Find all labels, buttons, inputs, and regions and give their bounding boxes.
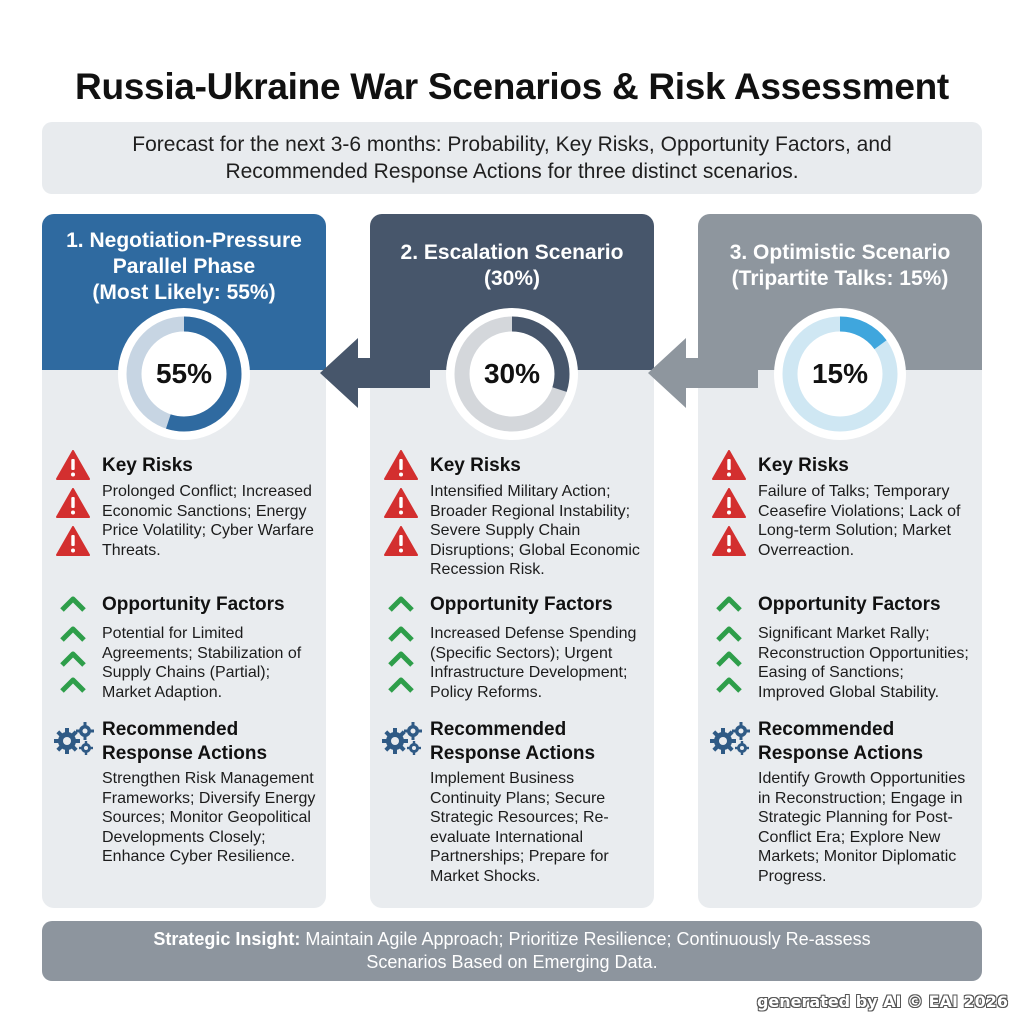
subtitle-box: Forecast for the next 3-6 months: Probab… bbox=[42, 122, 982, 194]
chevron-up-icon bbox=[388, 651, 414, 667]
insight-text: Maintain Agile Approach; Prioritize Resi… bbox=[300, 929, 871, 972]
arrow-left-icon bbox=[320, 338, 430, 408]
actions-heading-line1: Recommended bbox=[430, 719, 567, 740]
warning-icon bbox=[56, 450, 90, 480]
gears-icon bbox=[54, 722, 94, 755]
chevron-up-icon bbox=[388, 677, 414, 693]
warning-icon bbox=[712, 526, 746, 556]
opportunity-heading: Opportunity Factors bbox=[102, 594, 285, 615]
strategic-insight-box: Strategic Insight: Maintain Agile Approa… bbox=[42, 921, 982, 981]
probability-label: 30% bbox=[483, 358, 541, 389]
donut-graphic bbox=[446, 308, 578, 440]
gears-icon bbox=[382, 722, 422, 755]
donut-graphic bbox=[118, 308, 250, 440]
probability-label: 15% bbox=[811, 358, 869, 389]
arrow-left-icon bbox=[648, 338, 758, 408]
gears-icon bbox=[710, 722, 750, 755]
probability-donut-2: 30% bbox=[445, 307, 579, 441]
actions-heading-line1: Recommended bbox=[102, 719, 239, 740]
scenario-header-3: 3. Optimistic Scenario (Tripartite Talks… bbox=[698, 214, 982, 370]
opportunities-text: Significant Market Rally; Reconstruction… bbox=[758, 625, 969, 701]
scenario-column-2: 2. Escalation Scenario (30%) Key Risks I… bbox=[370, 214, 654, 908]
actions-text: Strengthen Risk Management Frameworks; D… bbox=[102, 770, 316, 865]
chevron-up-icon bbox=[60, 651, 86, 667]
opportunities-text: Potential for Limited Agreements; Stabil… bbox=[102, 625, 302, 701]
actions-heading-line2: Response Actions bbox=[102, 743, 268, 764]
warning-icon bbox=[384, 450, 418, 480]
chevron-up-icon bbox=[716, 596, 742, 612]
chevron-up-icon bbox=[388, 626, 414, 642]
probability-donut-3: 15% bbox=[773, 307, 907, 441]
key-risks-heading: Key Risks bbox=[758, 455, 849, 476]
chevron-up-icon bbox=[716, 651, 742, 667]
warning-icon bbox=[384, 488, 418, 518]
key-risks-text: Prolonged Conflict; Increased Economic S… bbox=[102, 483, 314, 559]
key-risks-heading: Key Risks bbox=[102, 455, 193, 476]
scenario-header-line: Parallel Phase bbox=[112, 255, 256, 278]
warning-icon bbox=[56, 526, 90, 556]
insight-label: Strategic Insight: bbox=[153, 929, 301, 949]
probability-donut-1: 55% bbox=[117, 307, 251, 441]
opportunities-text: Increased Defense Spending (Specific Sec… bbox=[430, 625, 637, 701]
warning-icon bbox=[712, 488, 746, 518]
actions-heading-line1: Recommended bbox=[758, 719, 895, 740]
scenario-header-line: (Most Likely: 55%) bbox=[92, 281, 276, 304]
subtitle-text: Forecast for the next 3-6 months: Probab… bbox=[132, 133, 892, 183]
key-risks-text: Failure of Talks; Temporary Ceasefire Vi… bbox=[758, 483, 961, 559]
credit-watermark: generated by AI © EAI 2026 bbox=[756, 992, 1008, 1011]
scenario-header-line: (Tripartite Talks: 15%) bbox=[731, 267, 949, 290]
opportunity-heading: Opportunity Factors bbox=[758, 594, 941, 615]
chevron-up-icon bbox=[716, 677, 742, 693]
key-risks-text: Intensified Military Action; Broader Reg… bbox=[430, 483, 640, 578]
chevron-up-icon bbox=[388, 596, 414, 612]
probability-label: 55% bbox=[155, 358, 213, 389]
donut-graphic bbox=[774, 308, 906, 440]
scenario-header-line: (30%) bbox=[483, 267, 541, 290]
scenario-header-line: 2. Escalation Scenario bbox=[400, 241, 624, 264]
opportunity-heading: Opportunity Factors bbox=[430, 594, 613, 615]
scenario-header-line: 3. Optimistic Scenario bbox=[729, 241, 951, 264]
chevron-up-icon bbox=[60, 626, 86, 642]
scenario-header-line: 1. Negotiation-Pressure bbox=[66, 229, 302, 252]
actions-text: Implement Business Continuity Plans; Sec… bbox=[430, 770, 609, 885]
actions-heading-line2: Response Actions bbox=[758, 743, 924, 764]
scenario-header-1: 1. Negotiation-Pressure Parallel Phase (… bbox=[42, 214, 326, 370]
warning-icon bbox=[712, 450, 746, 480]
actions-heading-line2: Response Actions bbox=[430, 743, 596, 764]
chevron-up-icon bbox=[60, 677, 86, 693]
warning-icon bbox=[56, 488, 90, 518]
key-risks-heading: Key Risks bbox=[430, 455, 521, 476]
actions-text: Identify Growth Opportunities in Reconst… bbox=[758, 770, 966, 885]
chevron-up-icon bbox=[60, 596, 86, 612]
chevron-up-icon bbox=[716, 626, 742, 642]
page-title: Russia-Ukraine War Scenarios & Risk Asse… bbox=[75, 66, 949, 107]
warning-icon bbox=[384, 526, 418, 556]
